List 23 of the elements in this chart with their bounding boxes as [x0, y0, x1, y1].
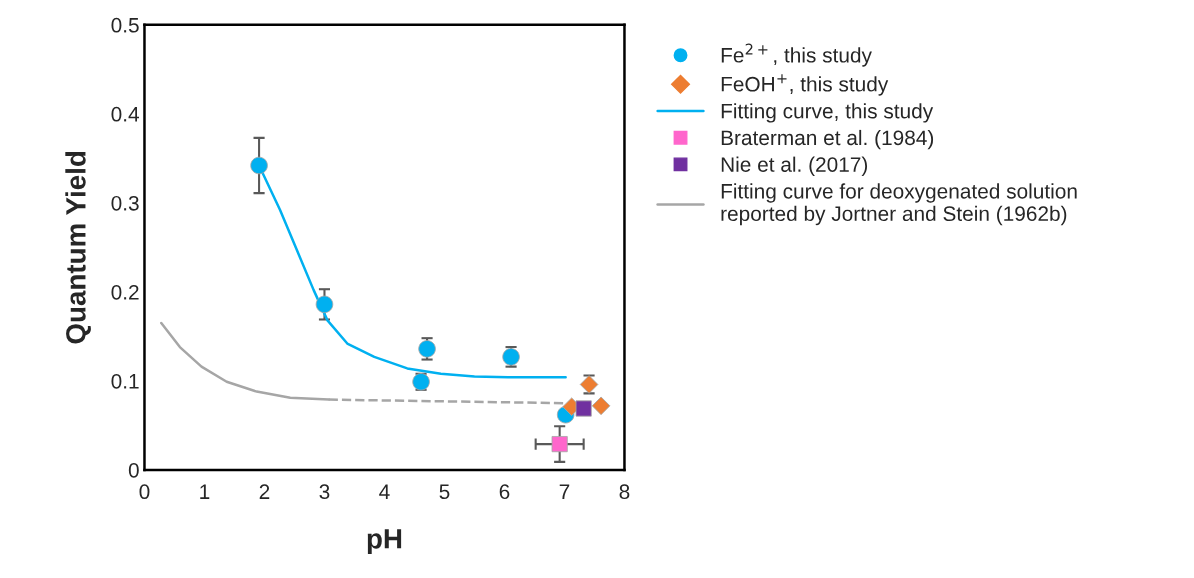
y-tick-label: 0.2	[111, 284, 139, 300]
y-tick-label: 0.3	[111, 195, 139, 211]
x-tick-label: 7	[559, 484, 570, 499]
x-tick-label: 4	[379, 484, 390, 499]
y-tick-label: 0.1	[111, 373, 139, 389]
y-axis-title: Quantum Yield	[65, 151, 91, 344]
x-tick-label: 0	[139, 484, 150, 500]
x-tick-label: 2	[259, 484, 270, 499]
legend-label: Fe$^{2+}$, this study	[721, 43, 872, 67]
x-tick-label: 6	[499, 484, 510, 500]
x-tick-label: 5	[439, 484, 450, 500]
legend-label: Fitting curve for deoxygenated solution reported by Jortner and Stein (1962b)	[721, 183, 1077, 226]
y-tick-label: 0	[128, 462, 139, 478]
legend-label: FeOH$^{+}$, this study	[721, 74, 889, 96]
x-tick-label: 3	[319, 484, 330, 500]
legend-label: Fitting curve, this study	[721, 103, 934, 123]
x-tick-label: 1	[200, 484, 210, 499]
y-tick-label: 0.5	[111, 17, 139, 33]
x-tick-label: 8	[619, 484, 630, 500]
y-tick-label: 0.4	[111, 106, 140, 122]
x-axis-title: pH	[367, 529, 402, 555]
legend-label: Nie et al. (2017)	[721, 156, 868, 177]
legend-label: Braterman et al. (1984)	[721, 129, 934, 150]
